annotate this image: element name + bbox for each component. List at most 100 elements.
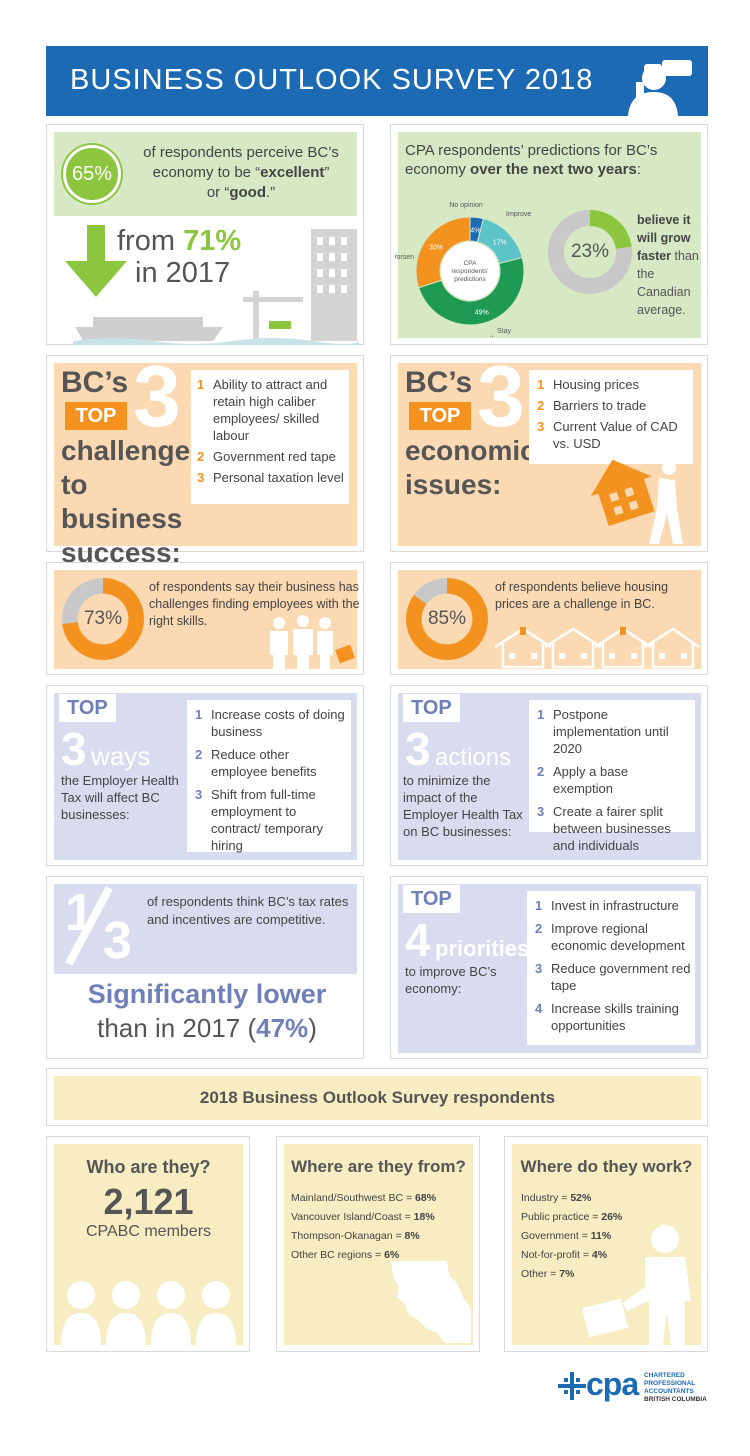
list-item-text: Current Value of CAD vs. USD xyxy=(553,419,678,451)
perception-text-b: economy to be “ xyxy=(152,164,261,181)
where-from-list: Mainland/Southwest BC = 68% Vancouver Is… xyxy=(291,1189,471,1265)
list-item-number: 3 xyxy=(537,419,545,434)
page-title: BUSINESS OUTLOOK SURVEY 2018 xyxy=(70,64,594,96)
header-banner: BUSINESS OUTLOOK SURVEY 2018 xyxy=(46,46,708,116)
cpa-logo-line-2: PROFESSIONAL xyxy=(644,1380,696,1387)
list-item: 4 Increase skills training opportunities xyxy=(535,1000,691,1034)
employees-people-icon xyxy=(270,615,355,671)
respondents-banner: 2018 Business Outlook Survey respondents xyxy=(54,1076,701,1120)
where-from-title: Where are they from? xyxy=(291,1157,466,1176)
stat-value: 8% xyxy=(404,1230,420,1242)
issues-number: 3 xyxy=(477,349,525,445)
list-item-text: Ability to attract and retain high calib… xyxy=(213,377,328,443)
predictions-title-c: : xyxy=(636,161,641,178)
actions-heading: 3 actions xyxy=(405,722,511,776)
slice-category-label: Stay xyxy=(497,328,512,335)
list-item-text: Create a fairer split between businesses… xyxy=(553,804,671,853)
list-item: 2 Barriers to trade xyxy=(537,397,689,414)
ways-card: TOP 3 ways the Employer Health Tax will … xyxy=(46,685,364,866)
perception-text-c: ” xyxy=(324,164,330,181)
harbour-skyline-icon xyxy=(73,229,359,345)
from-year: in 2017 xyxy=(135,257,231,289)
list-item-number: 1 xyxy=(197,377,205,392)
stat-label: Mainland/Southwest BC = xyxy=(291,1192,416,1204)
tax-comparison-text: than in 2017 ( xyxy=(97,1013,257,1043)
predictions-title-bold: over the next two years xyxy=(470,161,637,178)
donut-center-label: respondents’ xyxy=(451,268,489,275)
slice-value-label: 30% xyxy=(429,244,443,251)
list-item-text: Invest in infrastructure xyxy=(551,898,679,913)
cpa-maple-leaf-icon xyxy=(558,1372,586,1400)
tax-comparison-end: ) xyxy=(308,1013,317,1043)
employees-pct: 73% xyxy=(83,608,123,629)
cpa-logo-line-1: CHARTERED xyxy=(644,1372,685,1379)
down-arrow-icon xyxy=(65,225,127,297)
slice-category-label: Worsen xyxy=(395,254,414,261)
employees-donut-chart xyxy=(62,578,144,660)
growth-pct: 23% xyxy=(570,241,610,262)
perception-line-2: economy to be “excellent” xyxy=(131,163,351,183)
person-with-binoculars-icon xyxy=(628,60,692,116)
priorities-description: to improve BC’s economy: xyxy=(405,964,497,996)
list-item: 2 Improve regional economic development xyxy=(535,920,691,954)
stat-value: 18% xyxy=(413,1211,435,1223)
challenges-card: BC’s 3 TOP challenges to business succes… xyxy=(46,354,364,568)
actions-top-badge: TOP xyxy=(403,694,460,722)
employees-card: 73% of respondents say their business ha… xyxy=(46,562,364,675)
slice-value-label: 49% xyxy=(475,309,489,316)
tax-text: of respondents think BC’s tax rates and … xyxy=(147,894,349,927)
perception-card: 65% of respondents perceive BC’s economy… xyxy=(46,124,364,345)
stat-label: Other BC regions = xyxy=(291,1249,385,1261)
list-item: Not-for-profit = 4% xyxy=(521,1246,641,1265)
list-item-number: 4 xyxy=(535,1001,543,1016)
list-item-text: Reduce government red tape xyxy=(551,961,691,993)
from-line: from 71% xyxy=(117,225,241,258)
housing-value-slice xyxy=(406,578,488,660)
challenges-bcs: BC’s xyxy=(61,366,129,399)
person-carrying-house-icon xyxy=(590,459,683,544)
list-item-number: 3 xyxy=(195,787,203,802)
stat-label: Not-for-profit = xyxy=(521,1249,592,1261)
donut-center-label: predictions xyxy=(454,276,486,283)
stat-label: Thompson-Okanagan = xyxy=(291,1230,405,1242)
stat-value: 6% xyxy=(384,1249,400,1261)
list-item: 2 Government red tape xyxy=(197,448,345,465)
list-item: Public practice = 26% xyxy=(521,1208,641,1227)
predictions-donut-chart: 4% 17% 49% 30% No opinion Improve Staythe same… xyxy=(395,202,531,337)
stat-label: Other = xyxy=(521,1268,560,1280)
list-item: 3 Create a fairer split between businesse… xyxy=(537,803,691,854)
slice-category-label: the same xyxy=(490,336,519,337)
perception-excellent: excellent xyxy=(260,164,325,181)
slice-value-label: 17% xyxy=(493,239,507,246)
list-item-number: 1 xyxy=(537,377,545,392)
from-value: 71% xyxy=(183,225,242,257)
priorities-card: TOP 4 priorities to improve BC’s economy… xyxy=(390,876,708,1059)
slice-category-label: Improve xyxy=(506,211,531,218)
ways-list-box xyxy=(187,700,351,852)
list-item-number: 2 xyxy=(537,764,545,779)
tax-significantly-lower: Significantly lower xyxy=(87,979,327,1009)
stat-label: Public practice = xyxy=(521,1211,602,1223)
houses-row-icon xyxy=(494,627,700,669)
ways-heading: 3 ways xyxy=(61,722,150,776)
priorities-list: 1 Invest in infrastructure 2 Improve regio… xyxy=(535,897,691,1038)
list-item: 2 Apply a base exemption xyxy=(537,763,691,797)
predictions-card: CPA respondents’ predictions for BC’s ec… xyxy=(390,124,708,345)
ways-top-badge: TOP xyxy=(59,694,116,722)
list-item: Other = 7% xyxy=(521,1265,641,1284)
employees-value-slice xyxy=(62,578,144,660)
list-item: Other BC regions = 6% xyxy=(291,1246,471,1265)
priorities-list-box xyxy=(527,891,695,1045)
stat-value: 68% xyxy=(415,1192,437,1204)
businessman-briefcase-icon xyxy=(581,1225,691,1345)
list-item-text: Increase skills training opportunities xyxy=(551,1001,679,1033)
who-panel xyxy=(54,1144,243,1345)
list-item: 1 Ability to attract and retain high cali… xyxy=(197,376,345,444)
cpa-logo-mark: cpa xyxy=(586,1366,639,1402)
actions-list: 1 Postpone implementation until 2020 2 App… xyxy=(537,706,691,858)
stat-label: Industry = xyxy=(521,1192,571,1204)
priorities-number: 4 xyxy=(405,914,431,966)
list-item-text: Government red tape xyxy=(213,449,336,464)
respondents-banner-card: 2018 Business Outlook Survey respondents xyxy=(46,1068,708,1126)
pie-slice xyxy=(415,216,471,289)
